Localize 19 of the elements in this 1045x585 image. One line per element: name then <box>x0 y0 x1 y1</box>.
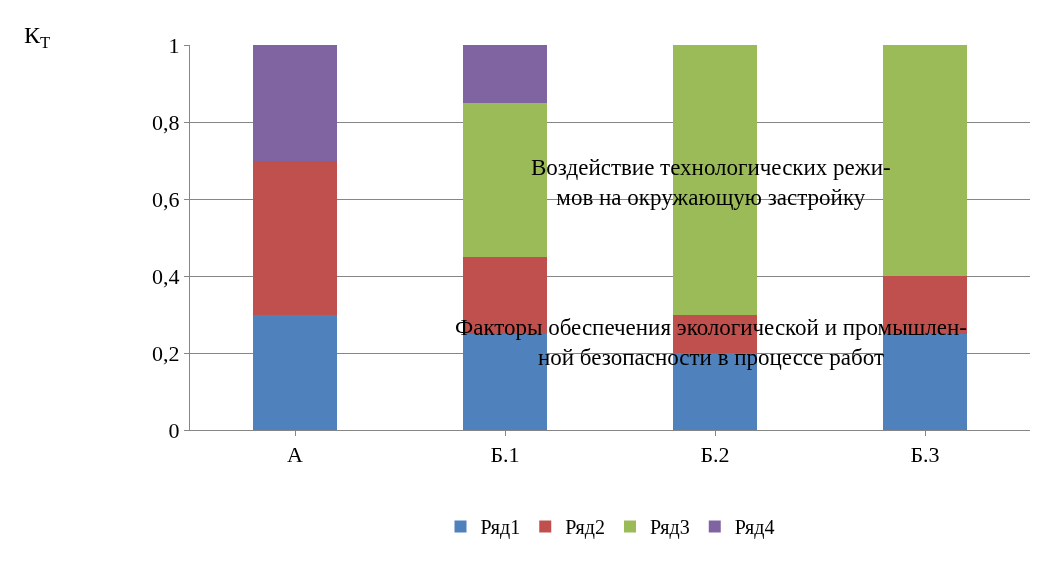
y-axis-title: К$_{Т}$ <box>24 22 51 53</box>
y-tick-label: 0,4 <box>152 263 180 289</box>
y-tick-label: 0,8 <box>152 109 180 135</box>
legend-label: Ряд4 <box>734 516 775 540</box>
legend-label: Ряд3 <box>650 516 690 540</box>
bar <box>253 160 337 315</box>
x-tick-label: Б.3 <box>910 442 940 468</box>
bar <box>253 45 337 161</box>
x-tick-label: Б.1 <box>490 442 520 468</box>
y-tick-label: 1 <box>168 32 180 58</box>
bar <box>463 45 547 103</box>
x-tick-label: Б.2 <box>700 442 730 468</box>
legend-label: Ряд2 <box>565 516 605 540</box>
bar <box>253 314 337 430</box>
x-tick-label: А <box>287 442 304 468</box>
y-tick-label: 0 <box>168 417 180 443</box>
y-tick-label: 0,2 <box>152 340 180 366</box>
legend-label: Ряд1 <box>480 516 521 540</box>
y-tick-label: 0,6 <box>152 186 180 212</box>
